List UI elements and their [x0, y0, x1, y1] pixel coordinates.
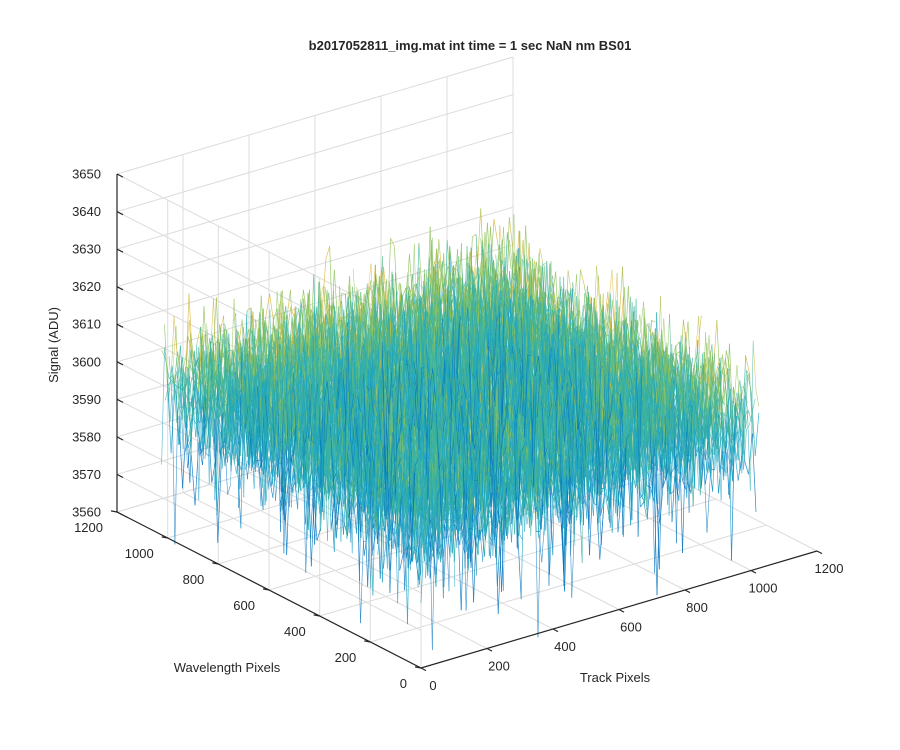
- surface-mesh-line: [472, 234, 477, 238]
- surface-mesh-line: [508, 216, 514, 252]
- surface-mesh-line: [185, 419, 191, 483]
- surface-mesh-line: [333, 269, 339, 330]
- surface-mesh-line: [336, 317, 341, 326]
- surface-mesh-line: [221, 416, 227, 469]
- surface-mesh-line: [321, 258, 327, 310]
- surface-mesh-line: [219, 424, 225, 461]
- surface-mesh-line: [283, 312, 289, 350]
- surface-mesh-line: [544, 291, 550, 304]
- surface-mesh-line: [237, 331, 243, 348]
- surface-mesh-line: [211, 460, 216, 483]
- surface-mesh-line: [489, 219, 495, 275]
- surface-mesh-line: [493, 219, 499, 244]
- grid-line: [116, 206, 514, 325]
- surface-mesh-line: [506, 232, 512, 269]
- surface-mesh-line: [217, 453, 222, 543]
- surface-mesh-line: [265, 293, 270, 317]
- surface-mesh-line: [213, 387, 218, 425]
- surface-mesh-line: [176, 345, 181, 400]
- surface-mesh-line: [418, 242, 424, 305]
- surface-mesh-line: [375, 275, 380, 309]
- surface-mesh-line: [184, 293, 190, 385]
- grid-line: [116, 473, 422, 631]
- grid-line: [116, 131, 514, 250]
- grid-line: [248, 472, 554, 630]
- surface-mesh-line: [170, 384, 176, 454]
- surface-mesh-line: [167, 379, 172, 454]
- surface-mesh-line: [394, 246, 399, 318]
- surface-mesh-line: [326, 304, 332, 325]
- surface-mesh-line: [438, 239, 443, 284]
- grid-line: [116, 436, 422, 594]
- surface-mesh-line: [446, 240, 452, 288]
- surface-mesh-line: [161, 350, 166, 359]
- surface-mesh-line: [541, 262, 546, 266]
- surface-mesh-line: [365, 295, 370, 360]
- grid-line: [116, 94, 514, 213]
- surface-mesh-line: [269, 293, 274, 321]
- surface-mesh: [161, 208, 760, 651]
- surface-mesh-line: [341, 292, 346, 295]
- surface-mesh-line: [185, 375, 190, 428]
- surface-mesh-line: [337, 293, 343, 330]
- surface-mesh-line: [237, 319, 243, 350]
- surface-mesh-line: [216, 450, 222, 516]
- grid-line: [116, 244, 514, 363]
- surface-mesh-line: [290, 307, 295, 318]
- surface-mesh-line: [260, 295, 266, 358]
- surface-mesh-line: [401, 287, 407, 298]
- grid-line: [116, 173, 422, 331]
- surface-mesh-line: [190, 386, 195, 407]
- surface-mesh-line: [440, 299, 445, 305]
- grid-line: [116, 169, 514, 288]
- surface-mesh-line: [194, 442, 200, 506]
- surface-mesh-line: [375, 274, 380, 308]
- surface-mesh-line: [325, 246, 331, 260]
- grid-line: [182, 492, 488, 649]
- surface-mesh-line: [286, 289, 291, 321]
- surface-mesh-line: [190, 455, 196, 506]
- surface-mesh-line: [246, 307, 252, 311]
- surface-mesh-line: [172, 377, 178, 423]
- grid-line: [116, 56, 514, 175]
- surface-mesh-line: [405, 254, 410, 313]
- surface-mesh-line: [390, 238, 395, 247]
- surface-mesh-line: [196, 327, 201, 345]
